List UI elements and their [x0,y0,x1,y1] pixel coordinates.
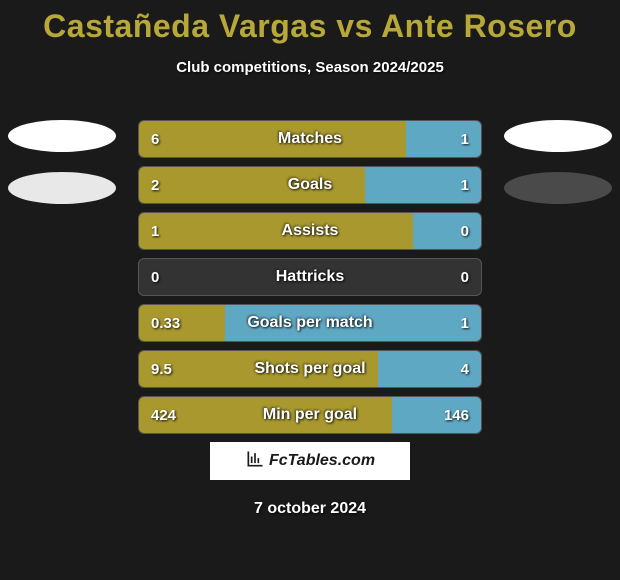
stat-value-left: 9.5 [151,351,172,387]
chart-icon [245,449,265,474]
stat-row: Goals per match0.33 1 [138,304,482,342]
stat-value-left: 6 [151,121,159,157]
player1-club-badge-2 [8,172,116,204]
watermark: FcTables.com [210,442,410,480]
stat-label: Goals per match [139,305,481,341]
stat-row: Assists1 0 [138,212,482,250]
player2-club-badge-2 [504,172,612,204]
player1-club-badge-1 [8,120,116,152]
subtitle: Club competitions, Season 2024/2025 [0,59,620,76]
stat-value-left: 0 [151,259,159,295]
date: 7 october 2024 [0,500,620,518]
stat-row: Goals2 1 [138,166,482,204]
stat-value-right: 4 [461,351,469,387]
stat-value-left: 424 [151,397,176,433]
stat-value-right: 146 [444,397,469,433]
page-title: Castañeda Vargas vs Ante Rosero [0,0,620,45]
stat-label: Goals [139,167,481,203]
stat-value-left: 1 [151,213,159,249]
stat-label: Hattricks [139,259,481,295]
stat-label: Assists [139,213,481,249]
stat-row: Matches6 1 [138,120,482,158]
stats-bars: Matches61Goals21Assists10Hattricks00Goal… [138,120,482,442]
stat-value-right: 1 [461,121,469,157]
stat-row: Hattricks0 0 [138,258,482,296]
stat-label: Min per goal [139,397,481,433]
stat-row: Min per goal424 146 [138,396,482,434]
stat-value-right: 1 [461,167,469,203]
player2-club-badge-1 [504,120,612,152]
stat-row: Shots per goal9.5 4 [138,350,482,388]
stat-value-right: 1 [461,305,469,341]
stat-value-left: 0.33 [151,305,180,341]
stat-value-right: 0 [461,259,469,295]
stat-label: Shots per goal [139,351,481,387]
stat-value-left: 2 [151,167,159,203]
watermark-text: FcTables.com [269,452,375,470]
stat-label: Matches [139,121,481,157]
stat-value-right: 0 [461,213,469,249]
